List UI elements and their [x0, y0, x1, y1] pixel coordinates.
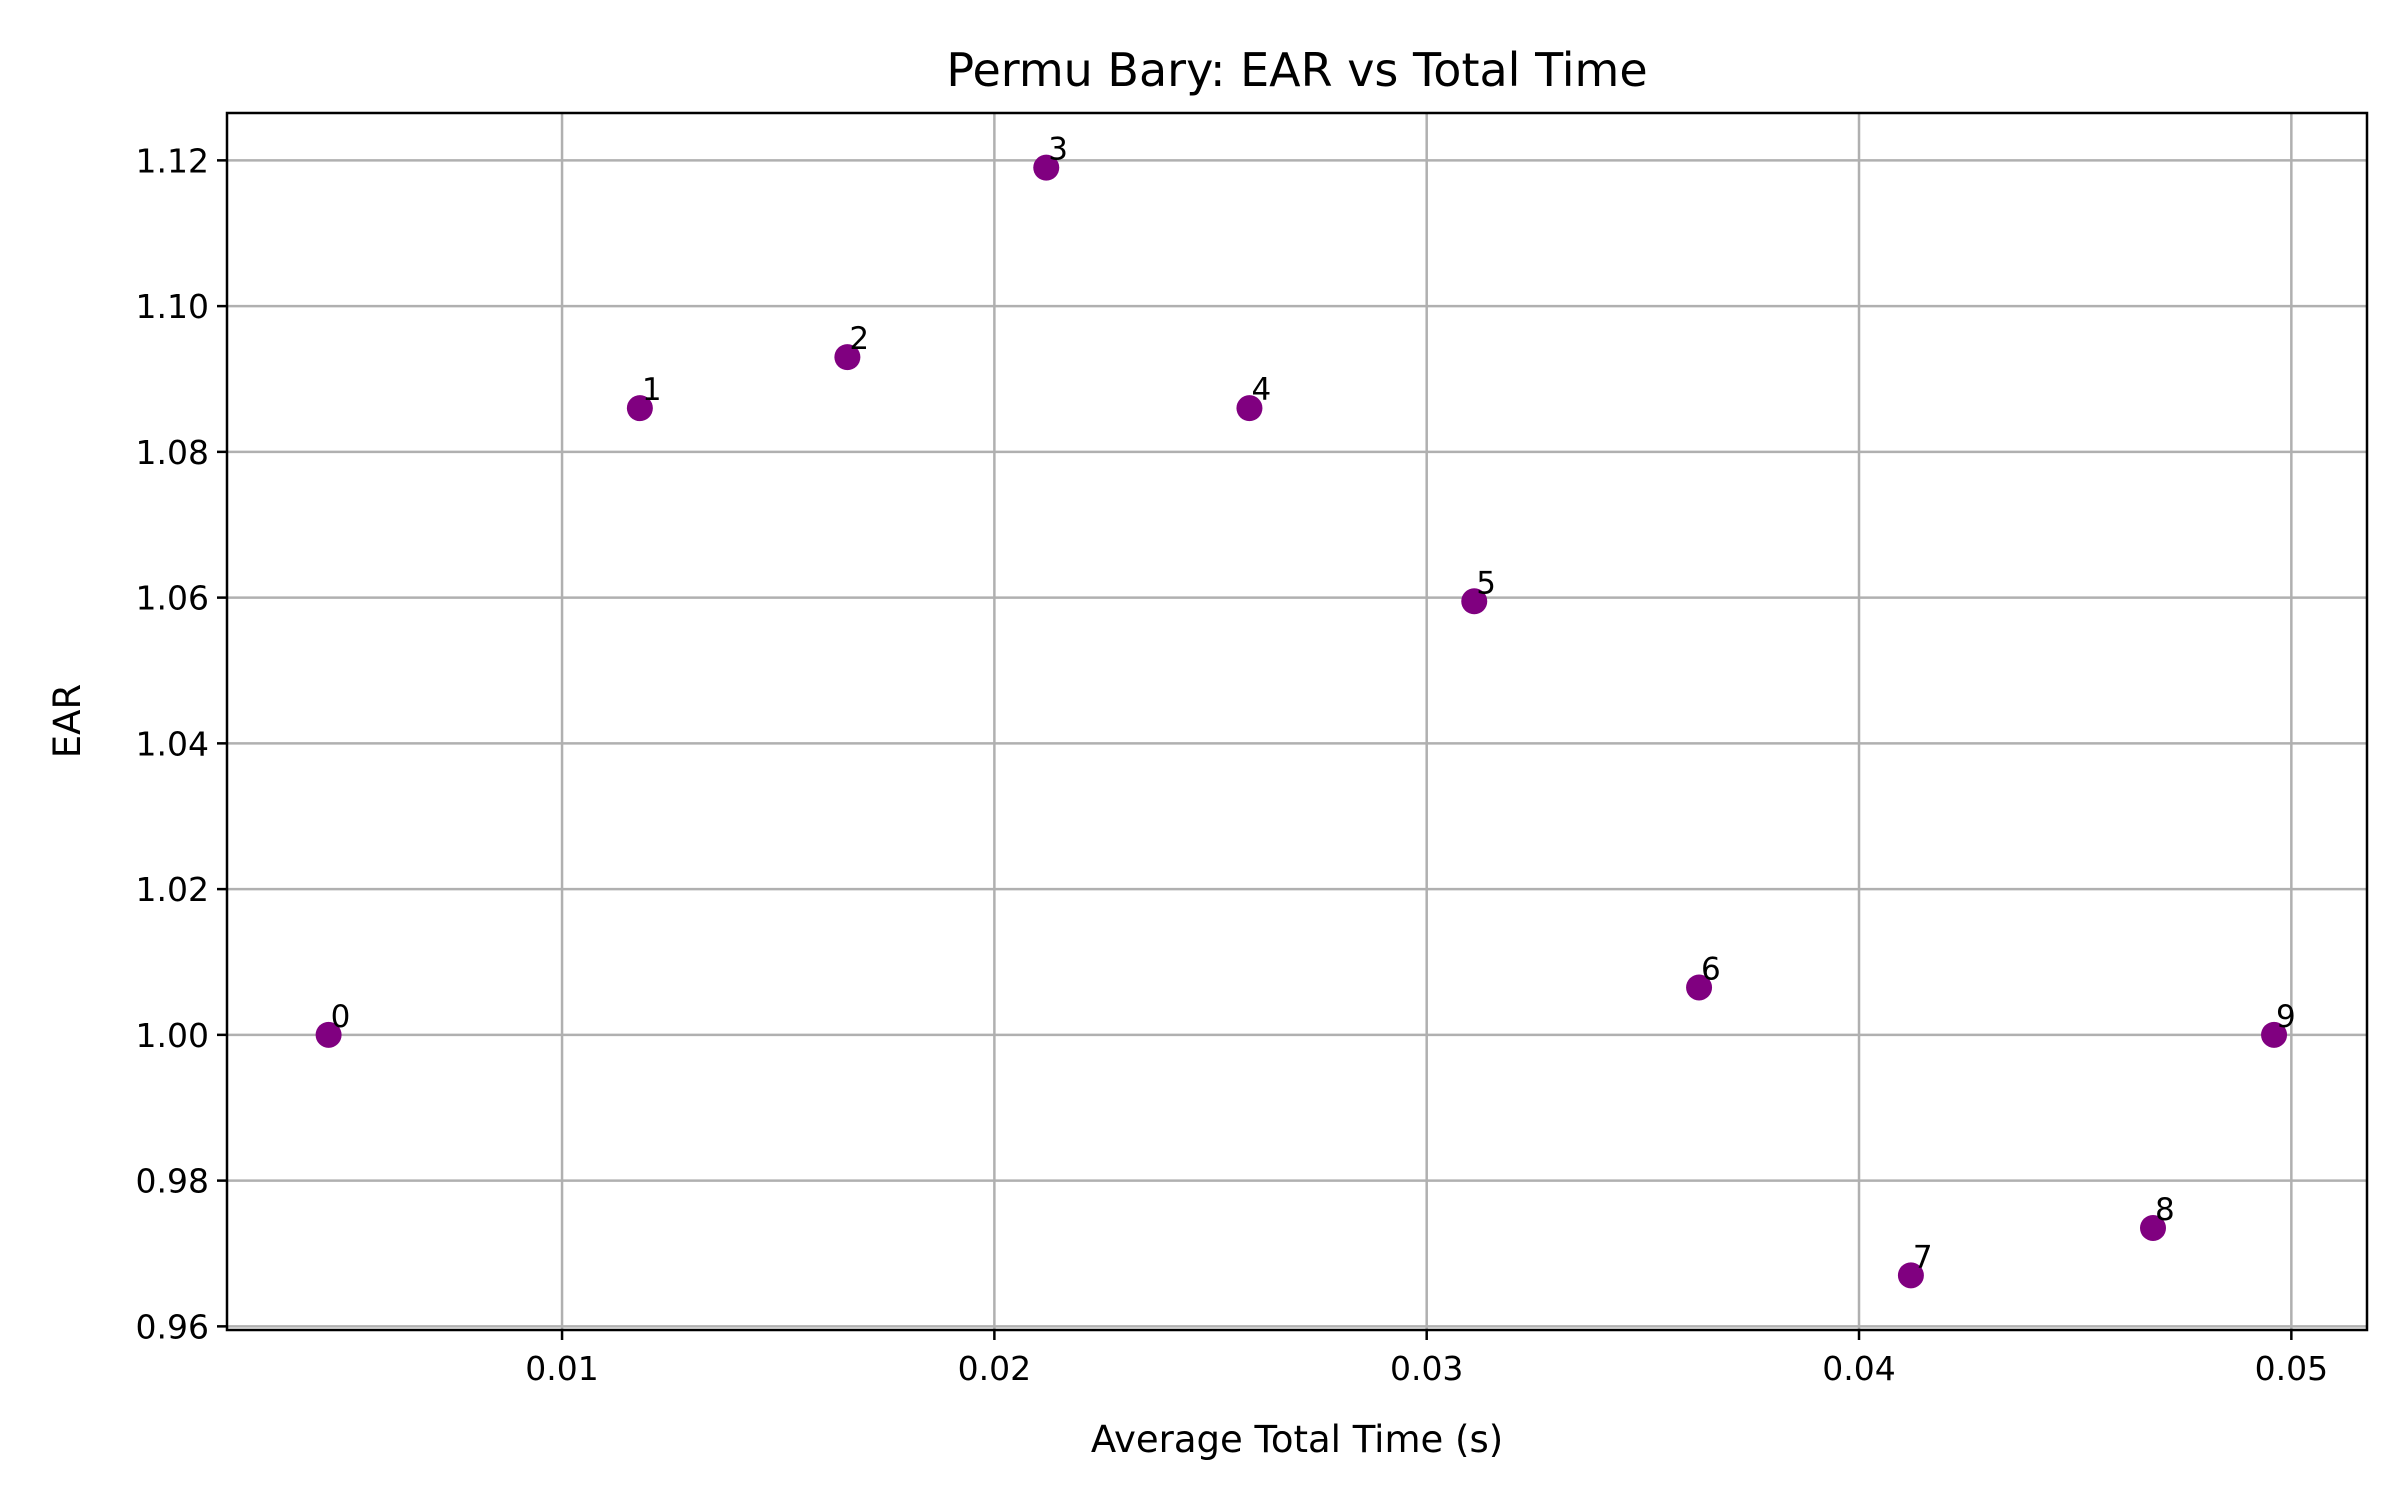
grid-lines	[227, 113, 2367, 1330]
y-tick-label: 0.96	[136, 1307, 209, 1346]
y-axis: 0.96 0.98 1.00 1.02 1.04 1.06 1.08 1.10 1.12	[136, 141, 227, 1346]
chart-title: Permu Bary: EAR vs Total Time	[946, 43, 1647, 97]
data-point-label: 0	[331, 999, 351, 1035]
y-tick-label: 1.06	[136, 579, 209, 618]
data-point	[626, 395, 653, 422]
y-tick-label: 1.02	[136, 870, 209, 909]
y-tick-label: 0.98	[136, 1162, 209, 1201]
data-points: 0 1 2 3 4 5 6 7 8 9	[315, 132, 2296, 1289]
data-point-label: 6	[1701, 951, 1721, 987]
data-point-label: 4	[1251, 372, 1271, 408]
data-point-label: 7	[1913, 1239, 1933, 1275]
y-tick-label: 1.00	[136, 1016, 209, 1055]
data-point	[1461, 588, 1488, 615]
data-point-label: 9	[2276, 999, 2296, 1035]
y-tick-label: 1.12	[136, 141, 209, 180]
x-tick-label: 0.04	[1822, 1349, 1895, 1388]
data-point-label: 5	[1476, 565, 1496, 601]
x-tick-label: 0.01	[525, 1349, 598, 1388]
plot-frame	[225, 111, 2369, 1332]
data-point-label: 8	[2155, 1192, 2175, 1228]
data-point	[1033, 154, 1060, 181]
data-point	[315, 1021, 342, 1048]
data-point	[1686, 974, 1713, 1001]
x-tick-label: 0.03	[1390, 1349, 1463, 1388]
y-tick-label: 1.08	[136, 433, 209, 472]
data-point-label: 3	[1048, 132, 1068, 168]
data-point-label: 1	[642, 372, 662, 408]
x-tick-label: 0.05	[2255, 1349, 2328, 1388]
data-point	[834, 344, 861, 371]
data-point	[1236, 395, 1263, 422]
data-point	[2140, 1214, 2166, 1241]
data-point	[1897, 1262, 1924, 1289]
data-point	[2261, 1021, 2288, 1048]
x-axis: 0.01 0.02 0.03 0.04 0.05	[525, 1330, 2328, 1388]
data-point-label: 2	[849, 321, 869, 357]
x-tick-label: 0.02	[958, 1349, 1031, 1388]
y-tick-label: 1.10	[136, 287, 209, 326]
x-axis-label: Average Total Time (s)	[1091, 1418, 1503, 1461]
y-axis-label: EAR	[46, 684, 89, 758]
y-tick-label: 1.04	[136, 724, 209, 763]
